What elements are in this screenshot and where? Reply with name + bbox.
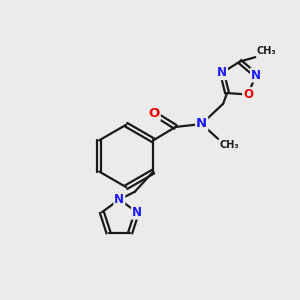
Text: N: N xyxy=(196,118,207,130)
Text: CH₃: CH₃ xyxy=(220,140,239,150)
Text: O: O xyxy=(148,107,160,120)
Text: N: N xyxy=(132,206,142,219)
Text: O: O xyxy=(243,88,253,101)
Text: N: N xyxy=(217,66,227,79)
Text: N: N xyxy=(114,193,124,206)
Text: N: N xyxy=(251,69,261,82)
Text: CH₃: CH₃ xyxy=(257,46,276,56)
